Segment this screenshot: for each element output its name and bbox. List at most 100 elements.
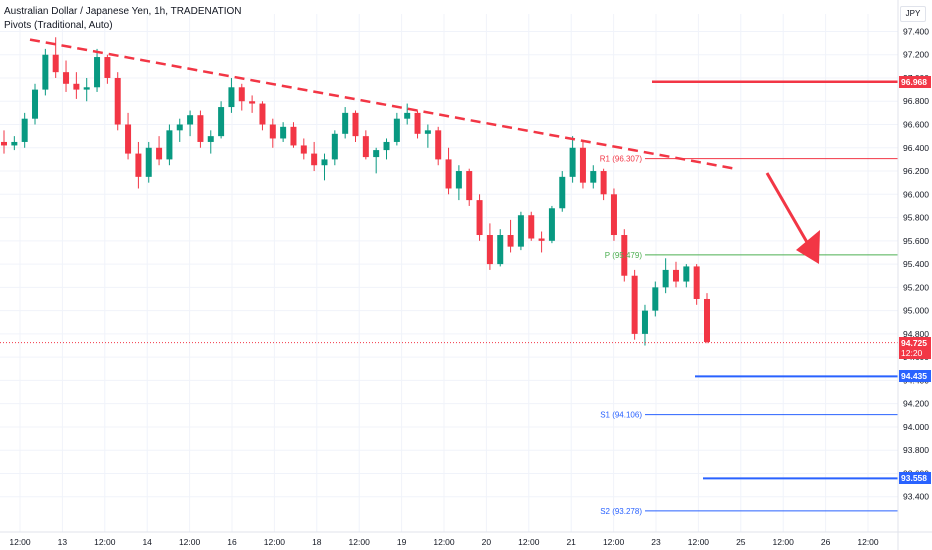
- grid-lines: [0, 14, 898, 532]
- candle-body: [228, 87, 235, 108]
- x-tick-label: 12:00: [94, 537, 116, 547]
- x-tick-label: 12:00: [857, 537, 879, 547]
- candle-body: [373, 150, 380, 158]
- y-tick-label: 95.400: [903, 259, 929, 269]
- candle-body: [238, 87, 245, 102]
- candle-body: [125, 124, 132, 154]
- candle-body: [145, 147, 152, 177]
- candle-body: [156, 147, 163, 160]
- y-tick-label: 95.800: [903, 213, 929, 223]
- candle-body: [166, 130, 173, 160]
- y-tick-label: 96.400: [903, 143, 929, 153]
- candle-body: [538, 238, 545, 241]
- y-tick-label: 97.200: [903, 50, 929, 60]
- pivot-label: S1 (94.106): [600, 411, 642, 420]
- x-tick-label: 23: [651, 537, 661, 547]
- pivot-label: R1 (96.307): [600, 155, 643, 164]
- y-tick-label: 94.200: [903, 399, 929, 409]
- x-tick-label: 12:00: [603, 537, 625, 547]
- y-tick-label: 96.200: [903, 166, 929, 176]
- pivot-levels: R1 (96.307) P (95.479) S1 (94.106) S2 (93.2…: [0, 80, 898, 516]
- x-tick-label: 12:00: [264, 537, 286, 547]
- candle-body: [1, 141, 7, 146]
- y-tick-label: 93.800: [903, 445, 929, 455]
- indicator-label[interactable]: Pivots (Traditional, Auto): [4, 20, 113, 31]
- bar-countdown: 12:20: [901, 347, 923, 358]
- x-tick-label: 21: [566, 537, 576, 547]
- candle-body: [424, 130, 431, 134]
- candle-body: [311, 153, 318, 166]
- y-tick-label: 96.600: [903, 120, 929, 130]
- candle-body: [104, 57, 111, 78]
- x-tick-label: 16: [227, 537, 237, 547]
- y-tick-label: 96.800: [903, 96, 929, 106]
- x-tick-label: 25: [736, 537, 746, 547]
- trendline: [29, 38, 736, 170]
- candle-body: [476, 200, 483, 236]
- x-tick-label: 13: [58, 537, 68, 547]
- candle-body: [269, 124, 276, 139]
- trendline-dashed: [29, 38, 736, 170]
- x-tick-label: 12:00: [773, 537, 795, 547]
- candle-body: [176, 124, 183, 131]
- candle-body: [393, 118, 400, 142]
- candle-body: [52, 54, 59, 73]
- y-tick-label: 94.800: [903, 329, 929, 339]
- candle-body: [631, 275, 638, 334]
- candle-body: [662, 269, 669, 288]
- candle-body: [135, 153, 142, 177]
- candle-body: [455, 171, 462, 189]
- candle-body: [704, 298, 710, 343]
- candle-body: [280, 126, 287, 139]
- candle-body: [331, 133, 338, 160]
- candle-body: [383, 141, 390, 151]
- candle-body: [414, 112, 421, 134]
- candle-body: [362, 136, 369, 158]
- time-axis[interactable]: 12:00 13 12:00 14 12:00 16 12:00 18 12:00 19 12:00…: [0, 531, 932, 547]
- y-tick-label: 94.000: [903, 422, 929, 432]
- level-price-tag[interactable]: 93.558: [899, 472, 931, 485]
- candle-body: [197, 115, 204, 142]
- level-price-tag[interactable]: 96.968: [899, 75, 931, 88]
- candle-body: [466, 171, 473, 201]
- y-tick-label: 96.000: [903, 189, 929, 199]
- candle-body: [94, 57, 101, 88]
- x-tick-label: 12:00: [688, 537, 710, 547]
- candle-body: [404, 112, 411, 119]
- candle-body: [497, 235, 504, 265]
- candlestick-series: [1, 37, 710, 346]
- current-price-tag[interactable]: 94.725 12:20: [899, 336, 931, 359]
- candle-body: [63, 72, 70, 84]
- candle-body: [486, 235, 493, 265]
- arrow-shaft: [765, 172, 810, 245]
- currency-button[interactable]: JPY: [900, 6, 926, 22]
- level-price-tag[interactable]: 94.435: [899, 370, 931, 383]
- pivot-label: P (95.479): [605, 251, 643, 260]
- candle-body: [579, 147, 586, 183]
- candle-body: [352, 112, 359, 137]
- x-tick-label: 12:00: [349, 537, 371, 547]
- candle-body: [517, 215, 524, 247]
- x-tick-label: 12:00: [9, 537, 31, 547]
- arrow-head: [796, 230, 820, 264]
- x-tick-label: 14: [142, 537, 152, 547]
- x-tick-label: 12:00: [179, 537, 201, 547]
- y-tick-label: 95.600: [903, 236, 929, 246]
- y-tick-label: 93.400: [903, 492, 929, 502]
- candle-body: [590, 171, 597, 183]
- candle-body: [290, 126, 297, 146]
- candle-body: [11, 141, 18, 146]
- candle-body: [300, 145, 307, 154]
- candle-body: [83, 87, 90, 90]
- candle-body: [342, 112, 349, 134]
- candle-body: [42, 54, 49, 90]
- candle-body: [73, 83, 80, 90]
- candle-body: [569, 147, 576, 177]
- candle-body: [32, 89, 39, 119]
- candle-body: [600, 171, 607, 195]
- candle-body: [445, 159, 452, 189]
- candle-body: [321, 159, 328, 166]
- y-tick-label: 95.000: [903, 306, 929, 316]
- candle-body: [652, 287, 659, 311]
